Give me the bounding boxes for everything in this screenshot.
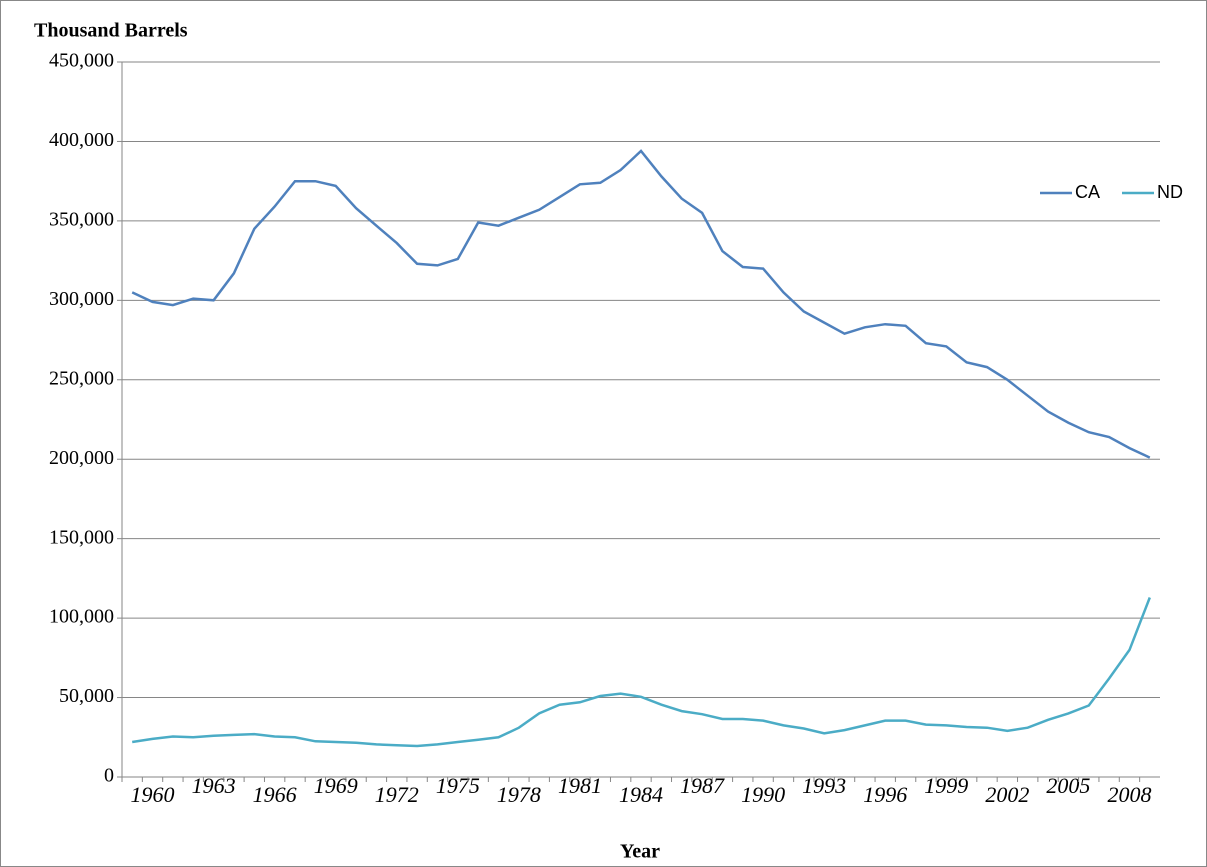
y-tick-label: 100,000 (49, 606, 114, 628)
y-axis-label: Thousand Barrels (34, 20, 188, 42)
y-tick-label: 300,000 (49, 288, 114, 310)
legend-label: ND (1157, 182, 1183, 202)
legend-label: CA (1075, 182, 1100, 202)
x-tick-label: 1990 (741, 782, 785, 807)
y-tick-label: 0 (104, 765, 114, 787)
x-tick-label: 2005 (1046, 773, 1090, 798)
y-tick-label: 150,000 (49, 526, 114, 548)
x-tick-label: 1999 (924, 773, 968, 798)
x-tick-label: 1975 (436, 773, 480, 798)
y-tick-label: 350,000 (49, 208, 114, 230)
x-tick-label: 1960 (131, 782, 175, 807)
y-tick-label: 200,000 (49, 447, 114, 469)
x-tick-label: 1987 (680, 773, 725, 798)
y-tick-label: 250,000 (49, 367, 114, 389)
x-axis-label: Year (620, 841, 660, 863)
series-line (131, 149, 1151, 459)
x-tick-label: 1981 (558, 773, 602, 798)
x-tick-label: 1993 (802, 773, 846, 798)
x-tick-label: 1969 (314, 773, 358, 798)
x-tick-label: 1996 (863, 782, 907, 807)
x-tick-label: 1972 (375, 782, 419, 807)
y-tick-label: 400,000 (49, 129, 114, 151)
x-tick-label: 2008 (1107, 782, 1151, 807)
x-tick-label: 2002 (985, 782, 1029, 807)
x-tick-label: 1966 (253, 782, 297, 807)
series-line (132, 597, 1151, 748)
y-tick-label: 450,000 (49, 50, 114, 72)
x-tick-label: 1978 (497, 782, 541, 807)
x-tick-label: 1984 (619, 782, 663, 807)
y-tick-label: 50,000 (59, 685, 114, 707)
x-tick-label: 1963 (192, 773, 236, 798)
